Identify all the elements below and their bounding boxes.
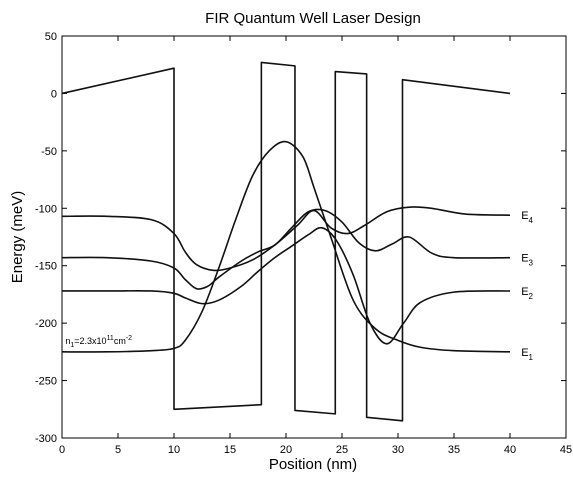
state-label-psi3: E3 <box>521 253 533 268</box>
x-tick-label: 20 <box>280 444 292 456</box>
x-tick-label: 15 <box>224 444 236 456</box>
wavefunction-psi1-line <box>61 140 511 353</box>
state-label-psi4: E4 <box>521 210 533 225</box>
plot-area <box>61 61 511 422</box>
y-tick-label: -100 <box>35 203 57 215</box>
wavefunction-psi4-line <box>61 206 511 272</box>
x-tick-label: 0 <box>59 444 65 456</box>
conduction-band-edge-line <box>61 61 511 422</box>
y-tick-label: -300 <box>35 433 57 445</box>
y-tick-label: -150 <box>35 261 57 273</box>
state-label-psi2: E2 <box>521 286 533 301</box>
carrier-density-annotation: n1=2.3x1011cm-2 <box>65 335 132 349</box>
plot-frame <box>61 35 567 439</box>
y-tick-label: 50 <box>45 31 57 43</box>
x-tick-label: 25 <box>336 444 348 456</box>
x-tick-label: 45 <box>560 444 572 456</box>
x-tick-label: 5 <box>115 444 121 456</box>
state-labels: E1 E2 E3 E4 <box>521 210 533 362</box>
wavefunction-psi2-line <box>62 226 511 345</box>
y-tick-label: -50 <box>41 146 57 158</box>
x-tick-label: 40 <box>504 444 516 456</box>
x-tick-label: 30 <box>392 444 404 456</box>
y-tick-label: -250 <box>35 376 57 388</box>
chart-title: FIR Quantum Well Laser Design <box>205 10 421 27</box>
x-tick-label: 35 <box>448 444 460 456</box>
x-axis-label: Position (nm) <box>269 456 357 473</box>
state-label-psi1: E1 <box>521 347 533 362</box>
x-axis: 0 5 10 15 20 25 30 35 40 45 <box>59 36 572 456</box>
x-tick-label: 10 <box>168 444 180 456</box>
y-tick-label: 0 <box>51 88 57 100</box>
y-axis-label: Energy (meV) <box>9 191 26 284</box>
y-tick-label: -200 <box>35 318 57 330</box>
y-axis: 50 0 -50 -100 -150 -200 -250 -300 <box>35 31 566 445</box>
